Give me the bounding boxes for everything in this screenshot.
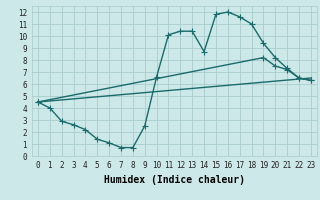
X-axis label: Humidex (Indice chaleur): Humidex (Indice chaleur) (104, 175, 245, 185)
